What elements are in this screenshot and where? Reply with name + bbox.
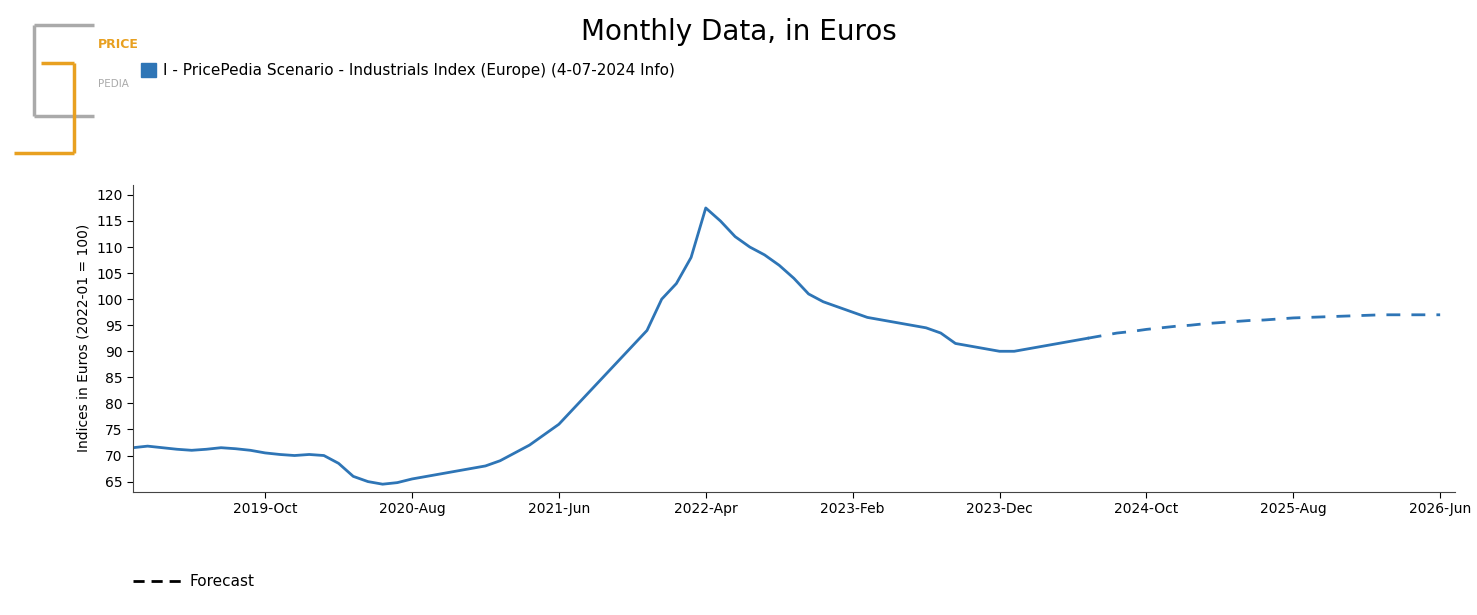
- Text: PEDIA: PEDIA: [97, 79, 128, 89]
- Text: PRICE: PRICE: [97, 38, 139, 51]
- Legend: I - PricePedia Scenario - Industrials Index (Europe) (4-07-2024 Info): I - PricePedia Scenario - Industrials In…: [140, 63, 675, 78]
- Y-axis label: Indices in Euros (2022-01 = 100): Indices in Euros (2022-01 = 100): [77, 224, 90, 453]
- Text: Monthly Data, in Euros: Monthly Data, in Euros: [580, 18, 897, 47]
- Text: Forecast: Forecast: [189, 574, 254, 589]
